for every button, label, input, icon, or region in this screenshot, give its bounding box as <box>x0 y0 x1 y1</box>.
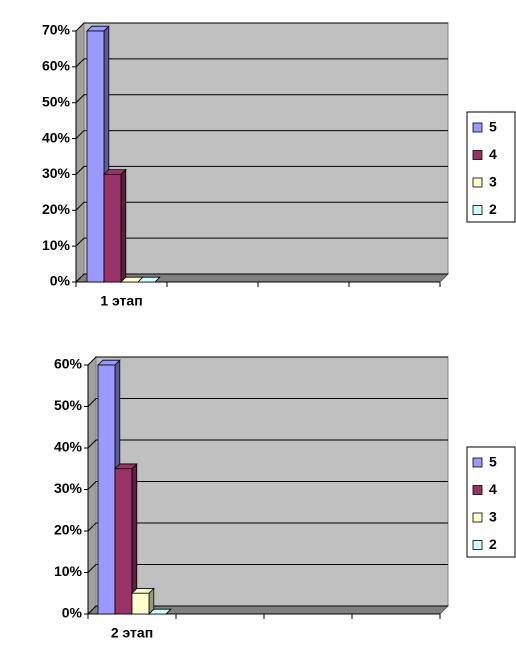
y-tick-label: 10% <box>54 563 83 579</box>
y-tick-label: 40% <box>42 129 71 145</box>
grid-line <box>75 94 448 104</box>
bar <box>137 276 161 283</box>
x-tick-label: 1 этап <box>100 293 142 309</box>
bar-top <box>148 608 172 615</box>
y-tick-label: 40% <box>54 439 83 455</box>
grid-line <box>75 22 448 32</box>
legend-swatch <box>472 540 483 550</box>
legend-swatch <box>472 512 483 523</box>
legend-swatch <box>472 122 483 133</box>
y-tick-label: 50% <box>42 93 71 109</box>
grid-line <box>75 201 448 211</box>
bar <box>148 608 172 615</box>
y-tick-label: 0% <box>62 605 83 621</box>
legend-label: 4 <box>489 146 497 162</box>
bar-front <box>86 30 105 283</box>
x-tick-label: 2 этап <box>111 625 153 641</box>
grid-line <box>87 356 448 366</box>
y-tick-label: 0% <box>50 273 71 289</box>
chart: 0% 10% 20% 30% 40% 50% 60% 2 этап 5 4 3 2 <box>54 356 516 641</box>
bar <box>103 168 127 283</box>
bar-front <box>97 364 116 615</box>
legend-label: 5 <box>489 119 497 135</box>
grid-line <box>87 605 448 615</box>
grid-line <box>87 564 448 573</box>
grid-line <box>75 237 448 247</box>
legend-label: 3 <box>489 509 497 525</box>
legend-swatch <box>472 485 483 495</box>
y-tick-label: 70% <box>42 22 71 38</box>
bar <box>114 462 138 615</box>
y-tick-label: 50% <box>54 397 83 413</box>
grid-line <box>75 130 448 139</box>
legend-box <box>466 111 516 223</box>
grid-line <box>87 522 448 532</box>
y-tick-label: 30% <box>42 165 71 181</box>
bar-top <box>137 276 161 283</box>
y-tick-label: 30% <box>54 480 83 496</box>
grid-line <box>87 398 448 407</box>
grid-line <box>75 273 448 283</box>
chart: 0% 10% 20% 30% 40% 50% 60% 70% 1 этап 5 4 3 2 <box>42 21 516 309</box>
legend-swatch <box>472 205 483 215</box>
y-tick-label: 10% <box>42 237 71 253</box>
y-tick-label: 20% <box>54 522 83 538</box>
legend-label: 5 <box>489 454 497 470</box>
bar-front <box>131 592 150 615</box>
grid-line <box>87 439 448 449</box>
legend-swatch <box>472 457 483 468</box>
legend-swatch <box>472 177 483 188</box>
bar-front <box>114 468 133 615</box>
y-tick-label: 60% <box>42 58 71 74</box>
bar-side <box>120 168 127 283</box>
legend-label: 4 <box>489 481 497 497</box>
bar <box>131 587 155 615</box>
y-tick-label: 20% <box>42 201 71 217</box>
y-tick-label: 60% <box>54 356 83 372</box>
legend-label: 2 <box>489 536 497 552</box>
bar-front <box>103 174 122 283</box>
legend-label: 3 <box>489 174 497 190</box>
grid-line <box>75 58 448 68</box>
grid-line <box>75 165 448 175</box>
legend-swatch <box>472 150 483 160</box>
grid-line <box>87 481 448 490</box>
legend-label: 2 <box>489 201 497 217</box>
side-wall <box>75 21 85 284</box>
back-wall <box>83 22 449 275</box>
